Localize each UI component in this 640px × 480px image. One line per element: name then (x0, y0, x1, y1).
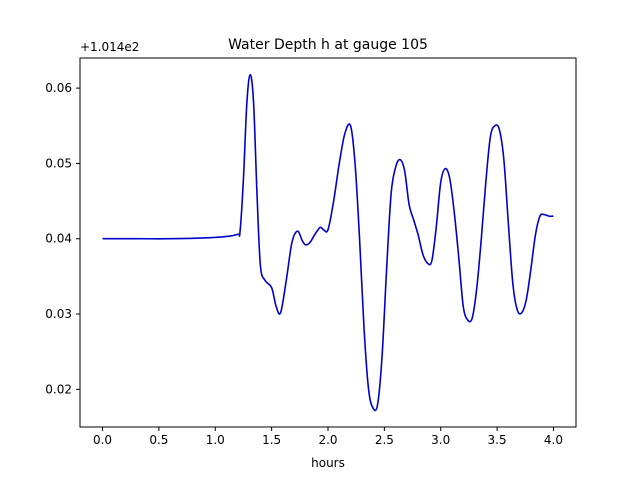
series-layer (102, 73, 554, 412)
x-tick-label: 4.0 (544, 433, 563, 447)
chart-title: Water Depth h at gauge 105 (228, 37, 428, 53)
y-tick-label: 0.02 (45, 382, 72, 396)
y-tick-label: 0.03 (45, 307, 72, 321)
x-tick-label: 3.5 (488, 433, 507, 447)
ticks-layer: 0.0 0.5 1.0 1.5 2.0 2.5 3.0 3.5 4.0 0.02 0.03 0.04 0… (45, 81, 563, 447)
x-tick-label: 0.0 (93, 433, 112, 447)
x-tick-label: 1.5 (262, 433, 281, 447)
series-line (102, 73, 554, 412)
x-tick-label: 3.0 (431, 433, 450, 447)
x-tick-label: 2.5 (375, 433, 394, 447)
x-axis-label: hours (311, 456, 345, 470)
plot-frame (79, 57, 577, 428)
y-tick-label: 0.06 (45, 81, 72, 95)
x-tick-label: 2.0 (318, 433, 337, 447)
x-tick-label: 1.0 (206, 433, 225, 447)
y-offset-label: +1.014e2 (80, 40, 139, 54)
y-tick-label: 0.05 (45, 156, 72, 170)
y-tick-label: 0.04 (45, 232, 72, 246)
x-tick-label: 0.5 (149, 433, 168, 447)
